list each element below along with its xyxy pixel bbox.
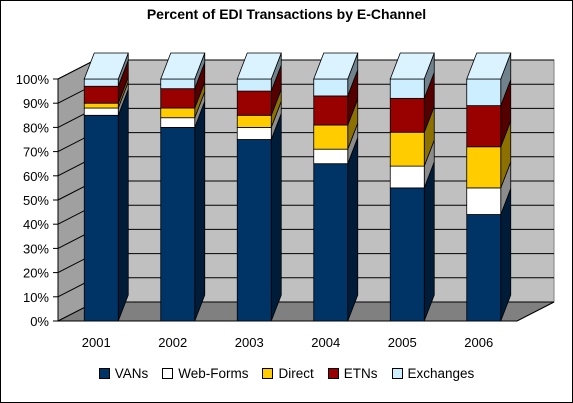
bar-top-2005 [389, 52, 435, 80]
bar-segment-exchanges-2006 [466, 78, 502, 107]
bar-segment-vans-2004 [313, 163, 349, 322]
x-axis [58, 301, 555, 322]
legend-item: Exchanges [391, 366, 475, 381]
y-tick-label: 90% [23, 96, 49, 111]
x-tick-label: 2003 [235, 335, 264, 350]
bar-segment-direct-2001 [83, 102, 119, 109]
bar-segment-etns-2001 [83, 85, 119, 104]
legend-swatch [327, 368, 339, 379]
bar-segment-web-forms-2003 [236, 127, 272, 140]
y-tick-label: 100% [16, 72, 50, 87]
bar-segment-exchanges-2002 [160, 78, 196, 90]
bar-segment-vans-2002 [160, 127, 196, 322]
legend-item: VANs [98, 366, 149, 381]
bar-segment-direct-2006 [466, 146, 502, 189]
bar-segment-vans-2001 [83, 114, 119, 322]
bar-segment-direct-2004 [313, 124, 349, 150]
bar-side-vans-2003 [270, 113, 282, 322]
bar-top-2002 [160, 52, 206, 80]
x-tick-label: 2001 [82, 335, 111, 350]
legend-swatch [162, 368, 174, 379]
bar-segment-web-forms-2005 [389, 165, 425, 189]
bar-segment-direct-2003 [236, 114, 272, 128]
legend-label: VANs [114, 366, 149, 381]
bar-segment-etns-2006 [466, 105, 502, 148]
bar-segment-direct-2005 [389, 131, 425, 167]
x-tick-label: 2006 [464, 335, 493, 350]
bar-top-2006 [466, 52, 512, 80]
bar-top-2004 [313, 52, 359, 80]
bar-segment-exchanges-2004 [313, 78, 349, 97]
legend-swatch [391, 368, 403, 379]
bar-segment-exchanges-2005 [389, 78, 425, 99]
bar-side-vans-2002 [194, 101, 206, 322]
chart-legend: VANs Web-Forms Direct ETNs Exchanges [1, 366, 572, 381]
bar-segment-etns-2005 [389, 97, 425, 133]
legend-item: Direct [262, 366, 314, 381]
bar-segment-web-forms-2001 [83, 107, 119, 116]
bar-segment-direct-2002 [160, 107, 196, 119]
bar-segment-etns-2004 [313, 95, 349, 126]
y-tick-label: 20% [23, 266, 49, 281]
legend-swatch [262, 368, 274, 379]
bar-segment-etns-2003 [236, 90, 272, 116]
bar-segment-exchanges-2003 [236, 78, 272, 92]
x-tick-label: 2005 [388, 335, 417, 350]
y-tick-label: 30% [23, 241, 49, 256]
bar-segment-vans-2006 [466, 214, 502, 322]
bar-segment-exchanges-2001 [83, 78, 119, 87]
y-tick-label: 10% [23, 290, 49, 305]
bar-side-vans-2001 [117, 89, 129, 322]
bar-top-2003 [236, 52, 282, 80]
y-tick-label: 60% [23, 169, 49, 184]
bar-side-vans-2004 [347, 137, 359, 322]
legend-label: ETNs [343, 366, 378, 381]
x-tick-label: 2004 [311, 335, 340, 350]
bar-segment-web-forms-2002 [160, 117, 196, 128]
bar-segment-web-forms-2006 [466, 187, 502, 215]
y-tick-label: 80% [23, 120, 49, 135]
y-tick-label: 70% [23, 145, 49, 160]
y-tick-label: 50% [23, 193, 49, 208]
x-tick-label: 2002 [158, 335, 187, 350]
chart-title: Percent of EDI Transactions by E-Channel [146, 6, 427, 22]
legend-item: ETNs [327, 366, 378, 381]
legend-item: Web-Forms [162, 366, 248, 381]
y-tick-label: 40% [23, 217, 49, 232]
bar-top-2001 [83, 52, 129, 80]
bar-segment-web-forms-2004 [313, 148, 349, 165]
legend-label: Web-Forms [178, 366, 249, 381]
legend-label: Direct [278, 366, 314, 381]
bar-side-vans-2005 [423, 161, 435, 322]
y-tick-label: 0% [30, 314, 49, 329]
legend-label: Exchanges [407, 366, 475, 381]
bar-segment-etns-2002 [160, 88, 196, 109]
bar-segment-vans-2003 [236, 139, 272, 322]
legend-swatch [98, 368, 110, 379]
bar-segment-vans-2005 [389, 187, 425, 322]
